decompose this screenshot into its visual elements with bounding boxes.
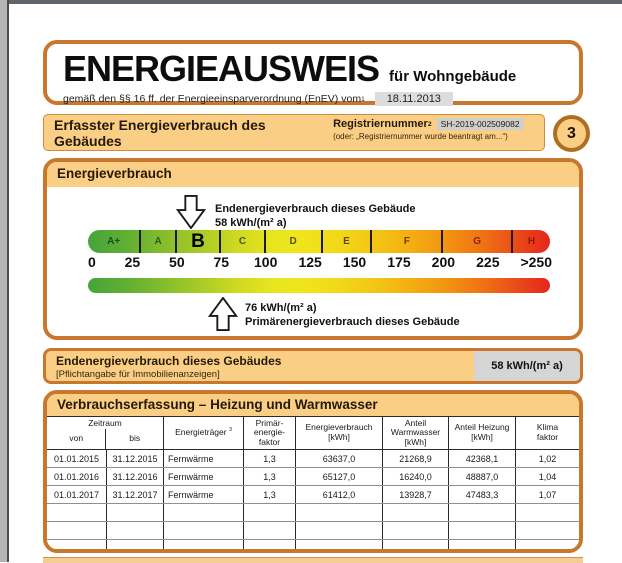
primary-energy-label: 76 kWh/(m² a) Primärenergieverbrauch die… xyxy=(245,302,460,328)
document-subtitle: für Wohngebäude xyxy=(389,68,517,85)
scale-tick: 100 xyxy=(253,254,278,270)
scale-tick-row: 0 25 50 75 100 125 150 175 200 225 >250 xyxy=(88,254,552,274)
banner-title: Erfasster Energieverbrauch des Gebäudes xyxy=(54,116,266,149)
energy-scale-area: Endenergieverbrauch dieses Gebäude 58 kW… xyxy=(47,187,579,336)
next-section-strip xyxy=(43,557,583,563)
scale-band-g: G xyxy=(443,230,514,253)
col-energietraeger: Energieträger 3 xyxy=(164,417,244,449)
consumption-table-section: Verbrauchserfassung – Heizung und Warmwa… xyxy=(43,390,583,553)
scale-band-f: F xyxy=(372,230,444,253)
registry-alt-text: (oder: „Registriernummer wurde beantragt… xyxy=(333,132,508,141)
energy-class-bar: A+ A B C D E F G H xyxy=(88,230,550,253)
scale-band-a: A xyxy=(141,230,177,253)
end-energy-label: Endenergieverbrauch dieses Gebäude 58 kW… xyxy=(215,203,416,229)
table-row: 01.01.2016 31.12.2016 Fernwärme 1,3 6512… xyxy=(47,468,579,486)
col-anteil-warmwasser: Anteil Warmwasser [kWh] xyxy=(383,417,449,449)
law-reference: gemäß den §§ 16 ff. der Energieeinsparve… xyxy=(63,93,362,105)
scale-tick: 50 xyxy=(169,254,185,270)
scale-tick: 200 xyxy=(431,254,456,270)
scale-tick: 150 xyxy=(342,254,367,270)
end-energy-arrow-down-icon xyxy=(176,195,206,229)
scale-tick: 75 xyxy=(213,254,230,270)
registry-label: Registriernummer xyxy=(333,118,428,130)
consumption-table: Zeitraum von bis Energieträger 3 Primär-… xyxy=(47,416,579,549)
scale-band-d: D xyxy=(266,230,323,253)
col-bis: bis xyxy=(129,433,141,443)
col-zeitraum: Zeitraum von bis xyxy=(47,417,164,449)
final-energy-value-box: 58 kWh/(m² a) xyxy=(474,351,580,381)
viewer-top-edge xyxy=(9,0,622,4)
col-anteil-heizung: Anteil Heizung [kWh] xyxy=(449,417,516,449)
viewer-left-edge xyxy=(0,0,9,562)
scale-tick: >250 xyxy=(520,254,552,270)
registry-number-box: SH-2019-002509082 xyxy=(436,118,524,130)
registry-footnote: 2 xyxy=(427,120,432,128)
final-energy-title: Endenergieverbrauch dieses Gebäudes xyxy=(56,354,282,368)
col-energieverbrauch: Energieverbrauch [kWh] xyxy=(296,417,383,449)
section-banner: Erfasster Energieverbrauch des Gebäudes … xyxy=(43,114,545,151)
scale-tick: 175 xyxy=(387,254,411,270)
table-row-empty xyxy=(47,540,579,549)
document-title: ENERGIEAUSWEIS xyxy=(63,48,380,89)
law-footnote: 1 xyxy=(361,95,365,103)
law-date-box: 18.11.2013 xyxy=(374,92,453,106)
scale-tick: 0 xyxy=(88,254,96,270)
page-number-badge: 3 xyxy=(553,115,590,152)
table-header-row: Zeitraum von bis Energieträger 3 Primär-… xyxy=(47,417,579,450)
scale-tick: 125 xyxy=(298,254,322,270)
title-box: ENERGIEAUSWEIS für Wohngebäude gemäß den… xyxy=(43,40,583,106)
final-energy-band: Endenergieverbrauch dieses Gebäudes [Pfl… xyxy=(43,348,583,384)
scale-band-b: B xyxy=(177,230,222,253)
energy-consumption-section: Energieverbrauch Endenergieverbrauch die… xyxy=(43,158,583,340)
scale-band-e: E xyxy=(323,230,373,253)
registry-block: Registriernummer 2 SH-2019-002509082 (od… xyxy=(333,118,538,147)
scale-band-a-plus: A+ xyxy=(88,230,142,253)
scale-band-c: C xyxy=(221,230,266,253)
table-row-empty xyxy=(47,504,579,522)
table-row-empty xyxy=(47,522,579,540)
table-row: 01.01.2017 31.12.2017 Fernwärme 1,3 6141… xyxy=(47,486,579,504)
energy-section-header: Energieverbrauch xyxy=(47,162,579,187)
scale-gradient-strip xyxy=(88,278,550,293)
table-row: 01.01.2015 31.12.2015 Fernwärme 1,3 6363… xyxy=(47,450,579,468)
final-energy-note: [Pflichtangabe für Immobilienanzeigen] xyxy=(56,369,220,380)
col-von: von xyxy=(47,428,107,449)
scale-tick: 225 xyxy=(476,254,500,270)
col-primaerenergiefaktor: Primär- energie- faktor xyxy=(244,417,296,449)
scale-tick: 25 xyxy=(124,254,141,270)
scale-band-h: H xyxy=(527,236,536,247)
primary-energy-arrow-up-icon xyxy=(208,297,238,331)
table-section-header: Verbrauchserfassung – Heizung und Warmwa… xyxy=(47,394,579,416)
col-klimafaktor: Klima faktor xyxy=(536,422,559,442)
